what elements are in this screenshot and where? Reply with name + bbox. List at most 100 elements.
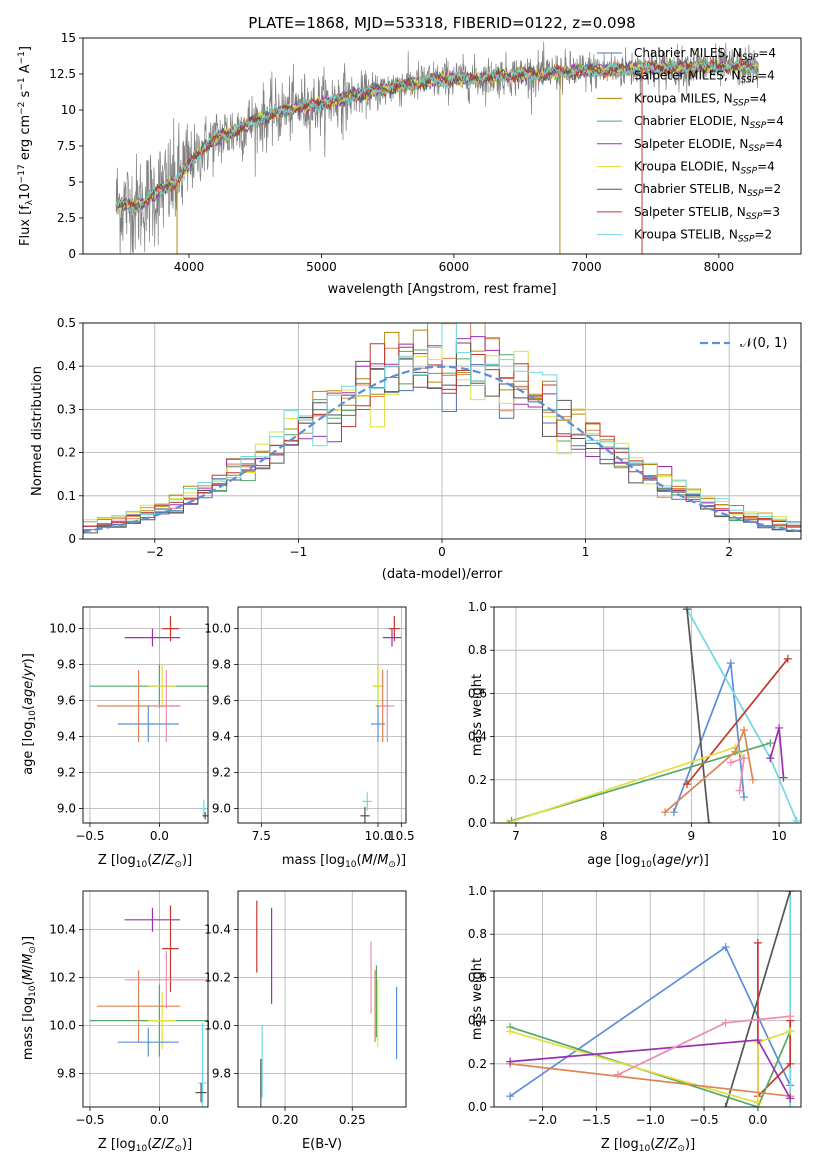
y-tick-label: 10.0 [204,1018,231,1032]
mass-weight-vs-age-ylabel: mass weight [470,674,485,756]
y-tick-label: 0.4 [468,1014,487,1028]
x-tick-label: −2.0 [528,1113,557,1127]
ticks: −2.0 −1.5 −1.0 −0.5 0.0 0.0 0.2 0.4 0.6 0.8 1.0 [468,884,768,1127]
y-tick-label: 9.6 [212,694,231,708]
mass-weight-marker [506,1027,515,1036]
mass-weight-marker [682,607,691,614]
legend-label: Kroupa ELODIE, NSSP=4 [634,160,775,177]
mass-weight-marker [506,1092,515,1101]
legend-label: Chabrier STELIB, NSSP=2 [634,182,781,199]
mass-weight-vs-metallicity-plot-area: −2.0 −1.5 −1.0 −0.5 0.0 0.0 0.2 0.4 0.6 0.8 1.0 [468,884,802,1127]
ticks: 4000 5000 6000 7000 8000 0 2.5 5 7.5 10 12.5 15 [49,31,734,274]
mass-weight-marker [753,1036,762,1045]
x-tick-label: −0.5 [75,829,104,843]
y-tick-label: 9.2 [57,766,76,780]
y-tick-label: 0.8 [468,927,487,941]
mass-weight-marker [786,1059,795,1068]
axes-frame [237,890,407,1108]
x-tick-label: 2 [725,545,733,559]
legend-label: Kroupa MILES, NSSP=4 [634,91,767,108]
mass-weight-marker [726,758,735,767]
x-tick-label: 10.0 [365,829,392,843]
data-marks [506,891,795,1107]
y-tick-label: 15 [61,31,76,45]
ticks: 7.5 10.010.59.09.29.49.69.810.0 [204,622,414,843]
x-tick-label: 0.0 [748,1113,767,1127]
legend-label: Salpeter MILES, NSSP=4 [634,69,775,86]
age-vs-mass-plot-area: 7.5 10.010.59.09.29.49.69.810.0 [204,606,415,843]
axes-frame [82,890,209,1108]
ticks: −0.5 0.0 9.0 9.2 9.4 9.6 9.8 10.0 [49,622,169,843]
mass-weight-marker [731,747,740,756]
mass-vs-metallicity-panel: −0.5 0.0 9.8 10.0 10.2 10.4 Z [log10(Z/Z⊙)] m… [21,890,209,1154]
y-tick-label: 0.4 [57,359,76,373]
y-tick-label: 10.4 [49,922,76,936]
legend-label: Salpeter ELODIE, NSSP=4 [634,137,783,154]
legend-label-rest: =4 [766,114,784,128]
y-tick-label: 10 [61,103,76,117]
y-tick-label: 0.6 [468,970,487,984]
mass-weight-marker [783,654,792,663]
axes-frame [82,322,802,540]
spectrum-title: PLATE=1868, MJD=53318, FIBERID=0122, z=0… [248,14,635,32]
spectrum-xlabel: wavelength [Angstrom, rest frame] [328,282,557,297]
mass-weight-marker [786,1027,795,1036]
x-tick-label: −1.0 [636,1113,665,1127]
grid-lines [83,891,208,1107]
mass-vs-metallicity-ylabel: mass [log10(M/M⊙)] [21,936,38,1060]
legend-subscript: SSP [741,167,758,177]
spectrum-plot-area: 4000 5000 6000 7000 8000 0 2.5 5 7.5 10 12.5 15 [49,31,802,274]
x-tick-label: 0 [438,545,446,559]
spectrum-legend: Chabrier MILES, NSSP=4 Salpeter MILES, NS… [597,46,784,245]
legend-subscript: SSP [741,76,758,86]
x-tick-label: 10 [771,829,786,843]
mass-weight-marker [775,723,784,732]
age-vs-mass-panel: 7.5 10.010.59.09.29.49.69.810.0 mass [log… [204,606,415,870]
residual-histogram [83,323,801,525]
mass-vs-extinction-panel: 0.20 0.25 9.8 10.0 10.2 10.4 E(B-V) [204,890,407,1152]
x-tick-label: 1 [582,545,590,559]
x-tick-label: −1 [290,545,308,559]
mass-weight-marker [721,1018,730,1027]
data-marks [89,616,208,820]
legend-subscript: SSP [747,189,764,199]
observed-spectrum-line [115,41,759,254]
mass-weight-line [673,662,745,813]
residuals-xlabel: (data-model)/error [382,567,503,582]
y-tick-label: 0.2 [468,773,487,787]
x-tick-label: 7000 [571,260,602,274]
mass-weight-marker [503,819,512,823]
mass-weight-marker [792,816,801,823]
x-tick-label: 7.5 [252,829,271,843]
mass-weight-vs-age-xlabel: age [log10(age/yr)] [587,853,709,870]
y-tick-label: 9.0 [212,802,231,816]
y-tick-label: 0.8 [468,643,487,657]
mass-weight-vs-metallicity-xlabel: Z [log10(Z/Z⊙)] [601,1137,695,1154]
y-tick-label: 0.5 [57,316,76,330]
x-tick-label: −0.5 [689,1113,718,1127]
x-tick-label: 0.20 [272,1113,299,1127]
grid-lines [83,607,208,823]
x-tick-label: −2 [146,545,164,559]
spectrum-panel: PLATE=1868, MJD=53318, FIBERID=0122, z=0… [17,14,802,297]
mass-weight-marker [682,780,691,789]
x-tick-label: 0.25 [339,1113,366,1127]
age-vs-metallicity-plot-area: −0.5 0.0 9.0 9.2 9.4 9.6 9.8 10.0 [49,606,209,843]
y-tick-label: 0.2 [57,446,76,460]
mass-vs-metallicity-plot-area: −0.5 0.0 9.8 10.0 10.2 10.4 [49,890,209,1127]
y-tick-label: 10.2 [49,970,76,984]
axes-frame [493,606,802,824]
y-tick-label: 5 [68,175,76,189]
x-tick-label: 10.5 [388,829,415,843]
mass-weight-marker [506,1057,515,1066]
residuals-ylabel: Normed distribution [30,366,45,496]
y-tick-label: 0 [68,247,76,261]
x-tick-label: 0.0 [150,1113,169,1127]
y-tick-label: 10.0 [49,1018,76,1032]
legend-label-rest: =4 [757,69,775,83]
y-tick-label: 10.2 [204,970,231,984]
data-marks [115,41,759,254]
x-tick-label: 8 [600,829,608,843]
mass-weight-marker [786,1094,795,1103]
y-tick-label: 9.8 [212,1066,231,1080]
